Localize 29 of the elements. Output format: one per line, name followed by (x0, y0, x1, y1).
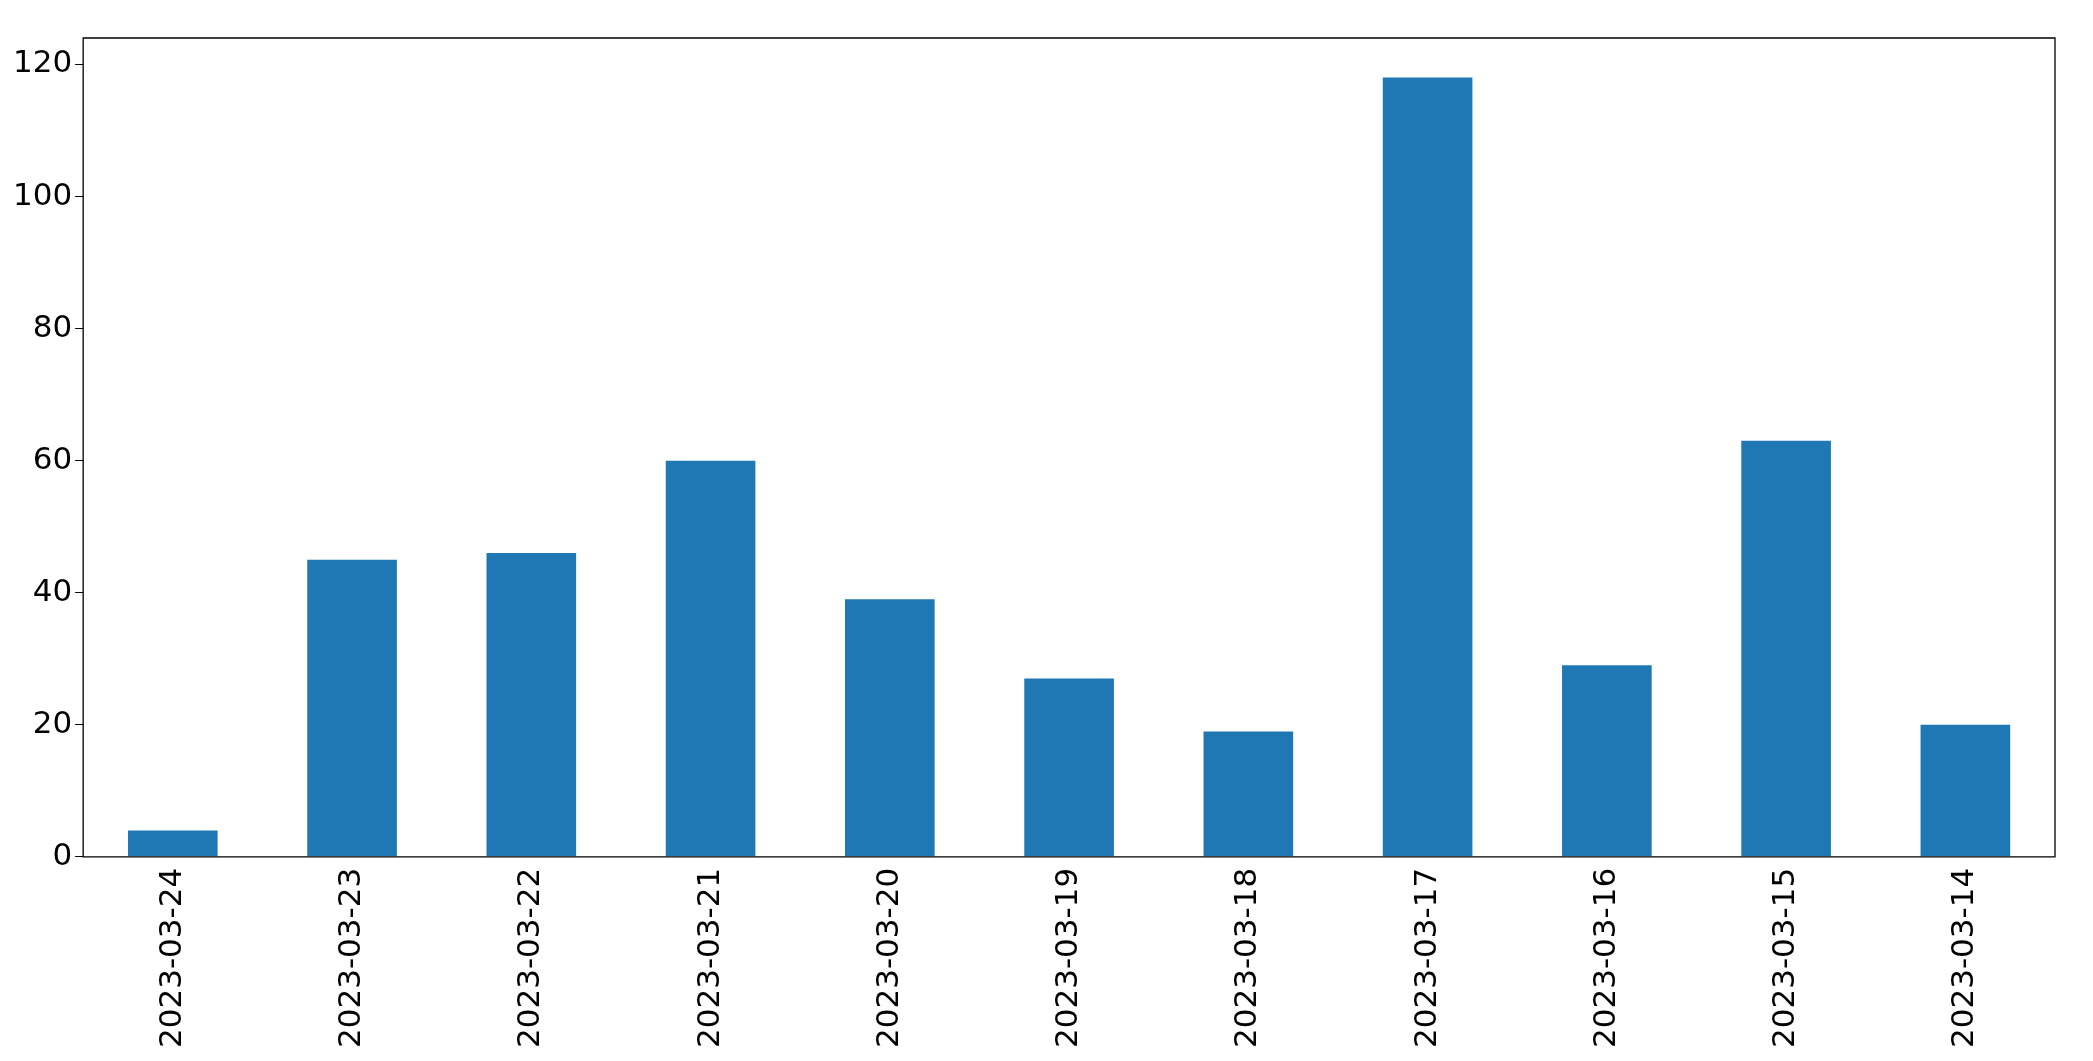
x-tick-label: 2023-03-17 (1406, 867, 1443, 1049)
y-tick-label: 80 (32, 307, 73, 344)
bar (1024, 678, 1114, 857)
bar (1562, 665, 1652, 857)
y-tick-label: 20 (32, 703, 73, 740)
bar (486, 553, 577, 857)
bar (845, 599, 935, 857)
bar (1741, 440, 1831, 857)
y-tick-label: 0 (52, 835, 73, 872)
x-tick-label: 2023-03-24 (151, 867, 188, 1049)
y-tick-label: 100 (13, 175, 73, 212)
x-tick-label: 2023-03-19 (1048, 867, 1085, 1049)
bar (665, 460, 756, 857)
x-tick-label: 2023-03-15 (1765, 867, 1802, 1049)
bar (1382, 77, 1473, 857)
bar (127, 830, 218, 857)
x-tick-label: 2023-03-21 (689, 867, 726, 1049)
y-tick-label: 60 (32, 439, 73, 476)
x-tick-label: 2023-03-22 (510, 867, 547, 1049)
x-tick-label: 2023-03-20 (868, 867, 905, 1049)
bar (307, 559, 397, 857)
bar (1920, 724, 2011, 857)
y-tick-label: 40 (32, 571, 73, 608)
x-tick-label: 2023-03-14 (1944, 867, 1981, 1049)
y-tick-label: 120 (13, 43, 73, 80)
x-tick-label: 2023-03-23 (331, 867, 368, 1049)
x-tick-label: 2023-03-16 (1585, 867, 1622, 1049)
bar (1203, 731, 1294, 857)
x-tick-label: 2023-03-18 (1227, 867, 1264, 1049)
